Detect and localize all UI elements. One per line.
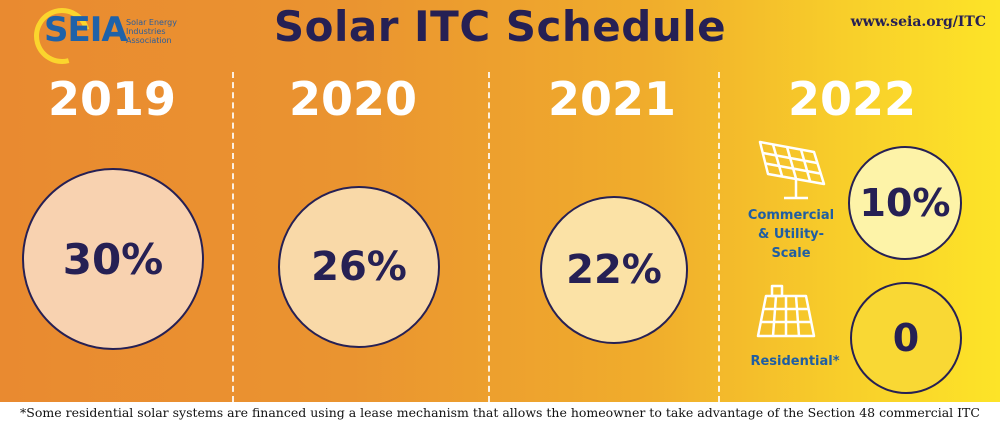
divider xyxy=(488,72,490,402)
divider xyxy=(232,72,234,402)
logo-subtitle: Solar Energy Industries Association xyxy=(126,18,177,45)
year-2022: 2022 xyxy=(787,72,917,126)
commercial-utility-label: Commercial & Utility- Scale xyxy=(736,206,846,263)
commercial-label-line: Scale xyxy=(771,246,811,261)
rate-circle-2020: 26% xyxy=(278,186,440,348)
year-2020: 2020 xyxy=(288,72,418,126)
rooftop-solar-panel-icon xyxy=(756,284,816,338)
rate-circle-2022-commercial: 10% xyxy=(848,146,962,260)
year-2021: 2021 xyxy=(547,72,677,126)
rate-circle-2019: 30% xyxy=(22,168,204,350)
source-url: www.seia.org/ITC xyxy=(850,14,986,30)
year-2019: 2019 xyxy=(47,72,177,126)
footnote: *Some residential solar systems are fina… xyxy=(0,402,1000,426)
page-title: Solar ITC Schedule xyxy=(273,2,727,51)
commercial-label-line: & Utility- xyxy=(757,227,825,242)
logo-wordmark: SEIA xyxy=(44,10,128,50)
residential-label: Residential* xyxy=(750,354,840,369)
solar-panel-array-icon xyxy=(758,140,826,200)
commercial-label-line: Commercial xyxy=(747,208,835,223)
divider xyxy=(718,72,720,402)
seia-logo: SEIA Solar Energy Industries Association xyxy=(23,0,208,75)
rate-circle-2021: 22% xyxy=(540,196,688,344)
rate-circle-2022-residential: 0 xyxy=(850,282,962,394)
infographic: SEIA Solar Energy Industries Association… xyxy=(0,0,1000,402)
